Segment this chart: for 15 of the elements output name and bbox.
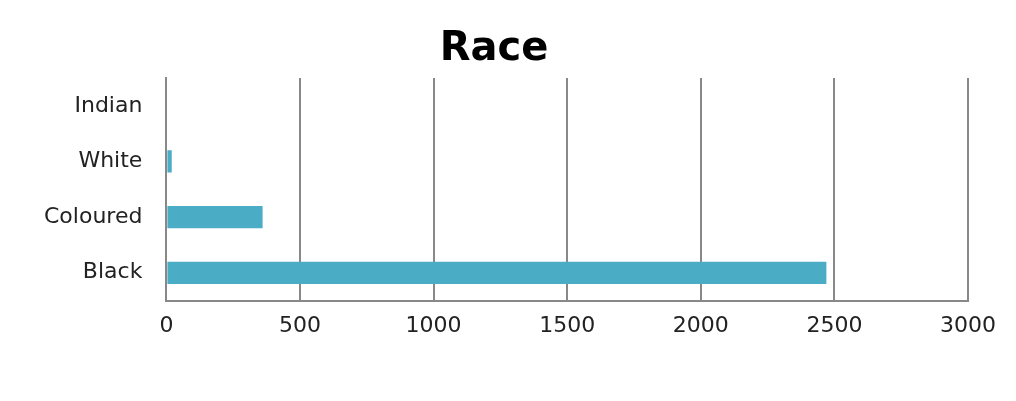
y-tick-label: Coloured bbox=[43, 202, 143, 228]
x-tick-label: 3000 bbox=[940, 311, 996, 337]
bar bbox=[167, 206, 263, 229]
y-tick-label: White bbox=[78, 147, 143, 173]
bar bbox=[167, 150, 172, 173]
x-tick-label: 2000 bbox=[672, 311, 729, 337]
y-tick-label: Black bbox=[82, 258, 143, 284]
x-tick-label: 1500 bbox=[539, 311, 596, 337]
x-tick-label: 500 bbox=[279, 311, 321, 337]
chart-title: Race bbox=[439, 23, 549, 70]
y-tick-label: Indian bbox=[74, 91, 143, 117]
x-tick-label: 0 bbox=[159, 311, 174, 337]
x-tick-label: 1000 bbox=[405, 311, 462, 337]
bar bbox=[167, 261, 827, 284]
x-tick-label: 2500 bbox=[806, 311, 863, 337]
